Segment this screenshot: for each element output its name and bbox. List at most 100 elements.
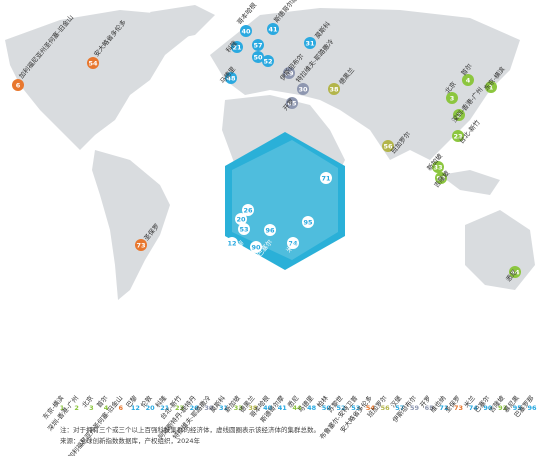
cluster-marker [302, 216, 314, 228]
marker-rank: 93 [436, 174, 445, 182]
marker-rank: 48 [226, 74, 236, 82]
marker-rank: 1 [489, 83, 494, 91]
legend-rank: 30 [204, 404, 214, 412]
legend-rank: 31 [219, 404, 229, 412]
marker-rank: 54 [88, 59, 98, 67]
marker-rank: 2 [457, 111, 462, 119]
marker-rank: 26 [243, 206, 253, 214]
cluster-marker [226, 237, 238, 249]
cluster-marker [485, 81, 497, 93]
cluster-marker [297, 83, 309, 95]
cluster-marker [304, 37, 316, 49]
cluster-marker [267, 23, 279, 35]
legend-rank: 50 [322, 404, 332, 412]
marker-rank: 95 [303, 218, 313, 226]
marker-rank: 73 [136, 241, 145, 249]
legend-rank: 73 [454, 404, 463, 412]
legend-rank: 12 [131, 404, 140, 412]
legend-rank: 6 [118, 404, 123, 412]
cluster-marker [382, 140, 394, 152]
legend-rank: 26 [190, 404, 200, 412]
cluster-marker [328, 83, 340, 95]
marker-rank: 41 [268, 25, 278, 33]
legend-rank: 65 [425, 404, 435, 412]
legend-rank: 1 [60, 404, 65, 412]
cluster-marker [231, 41, 243, 53]
cluster-marker [432, 161, 444, 173]
marker-rank: 23 [453, 132, 462, 140]
marker-rank: 57 [253, 41, 262, 49]
legend-rank: 38 [248, 404, 258, 412]
legend-rank: 23 [175, 404, 184, 412]
cluster-marker [238, 223, 250, 235]
cluster-marker [235, 213, 247, 225]
marker-rank: 6 [16, 81, 21, 89]
marker-rank: 53 [239, 225, 248, 233]
marker-rank: 74 [288, 239, 298, 247]
legend-rank: 96 [527, 404, 537, 412]
cluster-marker [12, 79, 24, 91]
marker-rank: 30 [298, 85, 308, 93]
cluster-marker [262, 55, 274, 67]
marker-rank: 50 [253, 53, 263, 61]
source: 来源：全球创新指数数据库，产权组织，2024年 [60, 436, 201, 445]
cluster-marker [252, 39, 264, 51]
cluster-marker [452, 130, 464, 142]
legend-rank: 20 [146, 404, 156, 412]
marker-rank: 3 [450, 94, 455, 102]
marker-rank: 52 [263, 57, 272, 65]
marker-rank: 38 [329, 85, 339, 93]
legend-rank: 41 [278, 404, 288, 412]
legend-rank: 90 [483, 404, 493, 412]
cluster-marker [225, 72, 237, 84]
legend-rank: 59 [410, 404, 420, 412]
cluster-marker [286, 97, 298, 109]
legend-rank: 54 [366, 404, 376, 412]
cluster-marker [509, 266, 521, 278]
cluster-marker [287, 237, 299, 249]
legend-rank: 53 [351, 404, 360, 412]
cluster-marker [252, 51, 264, 63]
legend-rank: 2 [74, 404, 79, 412]
marker-rank: 21 [232, 43, 242, 51]
legend-rank: 52 [337, 404, 346, 412]
marker-rank: 40 [241, 27, 251, 35]
cluster-marker [135, 239, 147, 251]
cluster-marker [320, 172, 332, 184]
cluster-marker [462, 74, 474, 86]
legend-rank: 74 [469, 404, 479, 412]
legend-rank: 3 [89, 404, 94, 412]
legend-rank: 57 [395, 404, 404, 412]
marker-rank: 4 [466, 76, 471, 84]
legend-rank: 56 [381, 404, 391, 412]
cluster-marker [242, 204, 254, 216]
marker-rank: 90 [251, 243, 261, 251]
legend-rank: 95 [513, 404, 523, 412]
legend-rank: 33 [234, 404, 243, 412]
cluster-marker [435, 172, 447, 184]
marker-rank: 12 [227, 239, 236, 247]
marker-rank: 96 [265, 226, 275, 234]
legend-rank: 48 [307, 404, 317, 412]
marker-rank: 59 [284, 69, 294, 77]
marker-rank: 56 [383, 142, 393, 150]
marker-rank: 65 [287, 99, 297, 107]
legend-rank: 4 [104, 404, 109, 412]
cluster-marker [240, 25, 252, 37]
marker-rank: 20 [236, 215, 246, 223]
marker-rank: 31 [305, 39, 315, 47]
marker-rank: 33 [433, 163, 442, 171]
cluster-marker [250, 241, 262, 253]
marker-rank: 71 [321, 174, 331, 182]
legend-rank: 44 [292, 404, 302, 412]
cluster-marker [87, 57, 99, 69]
note: 注：对于拥有三个或三个以上百强科技集群的经济体，虚线圆圈表示该经济体的集群总数。 [60, 425, 320, 434]
cluster-marker [446, 92, 458, 104]
legend-rank: 40 [263, 404, 273, 412]
marker-rank: 44 [510, 268, 520, 276]
cluster-marker [283, 67, 295, 79]
